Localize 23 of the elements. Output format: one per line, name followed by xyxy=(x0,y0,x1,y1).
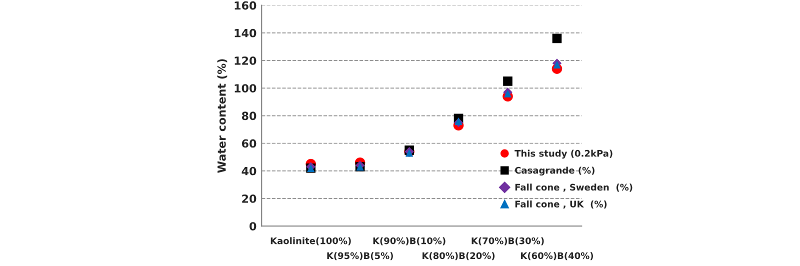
point xyxy=(405,149,414,157)
y-axis-title: Water content (%) xyxy=(217,59,228,173)
legend-label: Fall cone , UK (%) xyxy=(515,200,607,209)
y-tick-label: 0 xyxy=(250,222,256,230)
y-tick-label: 80 xyxy=(242,112,256,120)
x-tick-label: K(95%)B(5%) xyxy=(327,252,393,260)
x-tick-label: Kaolinite(100%) xyxy=(270,237,351,246)
y-tick-label: 140 xyxy=(234,28,256,38)
x-tick-label: K(80%)B(20%) xyxy=(422,252,495,260)
x-tick-label: K(60%)B(40%) xyxy=(521,252,594,260)
point xyxy=(552,34,562,44)
legend-label: This study (0.2kPa) xyxy=(514,150,612,159)
y-tick-label: 160 xyxy=(234,1,256,10)
y-tick-label: 20 xyxy=(242,194,256,203)
x-tick-label: K(90%)B(10%) xyxy=(373,237,446,246)
legend-label: Fall cone , Sweden (%) xyxy=(515,184,632,192)
y-tick-label: 60 xyxy=(242,139,256,148)
legend-label: Casagrande (%) xyxy=(515,166,594,176)
y-tick-label: 100 xyxy=(234,84,256,92)
x-tick-label: K(70%)B(30%) xyxy=(472,237,544,246)
y-tick-label: 40 xyxy=(242,166,256,176)
point xyxy=(503,76,512,86)
y-tick-label: 120 xyxy=(234,56,256,65)
